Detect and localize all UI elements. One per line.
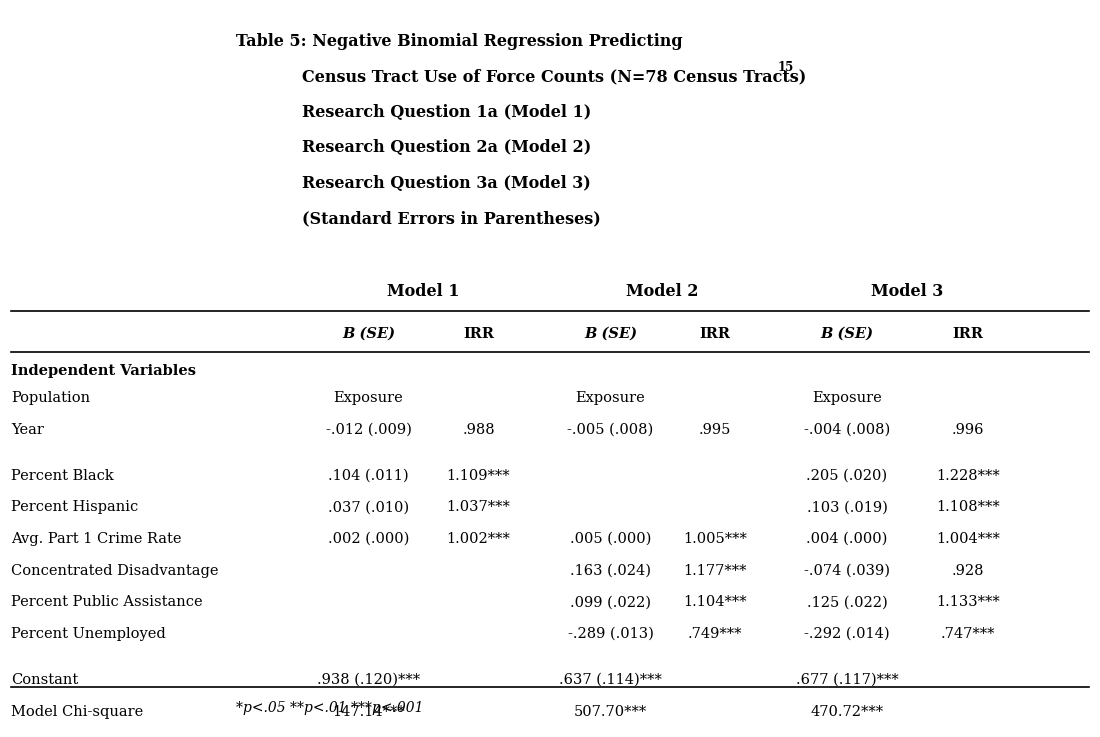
Text: 1.177***: 1.177*** <box>683 564 747 578</box>
Text: .928: .928 <box>952 564 984 578</box>
Text: IRR: IRR <box>700 327 730 340</box>
Text: .996: .996 <box>952 423 984 436</box>
Text: B (SE): B (SE) <box>821 327 873 340</box>
Text: .103 (.019): .103 (.019) <box>806 500 888 514</box>
Text: .125 (.022): .125 (.022) <box>806 595 888 609</box>
Text: Concentrated Disadvantage: Concentrated Disadvantage <box>11 564 219 578</box>
Text: 1.002***: 1.002*** <box>447 532 510 546</box>
Text: Census Tract Use of Force Counts (N=78 Census Tracts): Census Tract Use of Force Counts (N=78 C… <box>302 69 806 85</box>
Text: B (SE): B (SE) <box>584 327 637 340</box>
Text: Avg. Part 1 Crime Rate: Avg. Part 1 Crime Rate <box>11 532 182 546</box>
Text: *p<.05 **p<.01 ***p<.001: *p<.05 **p<.01 ***p<.001 <box>236 701 424 714</box>
Text: (Standard Errors in Parentheses): (Standard Errors in Parentheses) <box>302 210 602 227</box>
Text: 1.004***: 1.004*** <box>936 532 1000 546</box>
Text: Percent Hispanic: Percent Hispanic <box>11 500 139 514</box>
Text: Research Question 1a (Model 1): Research Question 1a (Model 1) <box>302 104 592 121</box>
Text: -.074 (.039): -.074 (.039) <box>804 564 890 578</box>
Text: Percent Public Assistance: Percent Public Assistance <box>11 595 202 609</box>
Text: .163 (.024): .163 (.024) <box>570 564 651 578</box>
Text: 1.037***: 1.037*** <box>447 500 510 514</box>
Text: Model 2: Model 2 <box>627 282 698 300</box>
Text: .749***: .749*** <box>688 627 742 641</box>
Text: 147.14***: 147.14*** <box>332 705 405 719</box>
Text: B (SE): B (SE) <box>342 327 395 340</box>
Text: .004 (.000): .004 (.000) <box>806 532 888 546</box>
Text: .002 (.000): .002 (.000) <box>328 532 409 546</box>
Text: Exposure: Exposure <box>575 391 646 405</box>
Text: .747***: .747*** <box>940 627 996 641</box>
Text: .995: .995 <box>698 423 732 436</box>
Text: Table 5: Negative Binomial Regression Predicting: Table 5: Negative Binomial Regression Pr… <box>236 33 683 50</box>
Text: -.005 (.008): -.005 (.008) <box>568 423 653 436</box>
Text: Year: Year <box>11 423 44 436</box>
Text: -.292 (.014): -.292 (.014) <box>804 627 890 641</box>
Text: 1.108***: 1.108*** <box>936 500 1000 514</box>
Text: Percent Black: Percent Black <box>11 469 113 483</box>
Text: .104 (.011): .104 (.011) <box>328 469 409 483</box>
Text: .938 (.120)***: .938 (.120)*** <box>317 673 420 687</box>
Text: .637 (.114)***: .637 (.114)*** <box>559 673 662 687</box>
Text: .099 (.022): .099 (.022) <box>570 595 651 609</box>
Text: Population: Population <box>11 391 90 405</box>
Text: .205 (.020): .205 (.020) <box>806 469 888 483</box>
Text: Model Chi-square: Model Chi-square <box>11 705 143 719</box>
Text: -.004 (.008): -.004 (.008) <box>804 423 890 436</box>
Text: Exposure: Exposure <box>812 391 882 405</box>
Text: 507.70***: 507.70*** <box>574 705 647 719</box>
Text: Research Question 2a (Model 2): Research Question 2a (Model 2) <box>302 139 592 156</box>
Text: .005 (.000): .005 (.000) <box>570 532 651 546</box>
Text: Percent Unemployed: Percent Unemployed <box>11 627 166 641</box>
Text: 1.228***: 1.228*** <box>936 469 1000 483</box>
Text: 1.109***: 1.109*** <box>447 469 510 483</box>
Text: Model 3: Model 3 <box>871 282 944 300</box>
Text: 1.104***: 1.104*** <box>683 595 747 609</box>
Text: 15: 15 <box>778 61 794 74</box>
Text: -.289 (.013): -.289 (.013) <box>568 627 653 641</box>
Text: .677 (.117)***: .677 (.117)*** <box>795 673 899 687</box>
Text: -.012 (.009): -.012 (.009) <box>326 423 411 436</box>
Text: IRR: IRR <box>953 327 983 340</box>
Text: .988: .988 <box>462 423 495 436</box>
Text: Research Question 3a (Model 3): Research Question 3a (Model 3) <box>302 175 592 192</box>
Text: Independent Variables: Independent Variables <box>11 364 196 377</box>
Text: Model 1: Model 1 <box>387 282 460 300</box>
Text: 1.133***: 1.133*** <box>936 595 1000 609</box>
Text: 1.005***: 1.005*** <box>683 532 747 546</box>
Text: IRR: IRR <box>463 327 494 340</box>
Text: 470.72***: 470.72*** <box>811 705 883 719</box>
Text: .037 (.010): .037 (.010) <box>328 500 409 514</box>
Text: Exposure: Exposure <box>333 391 404 405</box>
Text: Constant: Constant <box>11 673 78 687</box>
